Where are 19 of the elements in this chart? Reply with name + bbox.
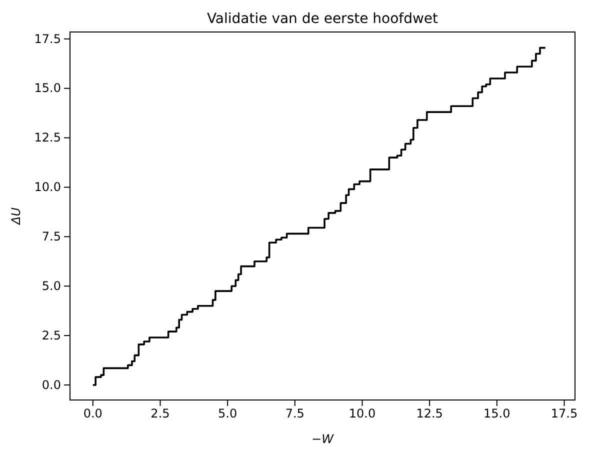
y-tick-label: 10.0	[34, 180, 61, 194]
y-tick-label: 2.5	[42, 328, 61, 342]
x-tick-label: 12.5	[416, 406, 443, 421]
y-tick-label: 0.0	[42, 378, 61, 392]
x-tick-label: 10.0	[348, 406, 376, 421]
y-tick-label: 15.0	[34, 81, 61, 96]
x-tick-label: 0.0	[83, 406, 102, 421]
chart-title: Validatie van de eerste hoofdwet	[206, 11, 439, 27]
x-tick-label: 7.5	[285, 406, 304, 421]
y-tick-label: 17.5	[34, 32, 61, 46]
y-axis-title: ΔU	[9, 207, 23, 226]
y-tick-label: 5.0	[42, 278, 61, 293]
y-tick-label: 12.5	[34, 130, 61, 145]
x-tick-label: 15.0	[484, 406, 510, 421]
x-tick-label: 2.5	[150, 406, 170, 421]
x-tick-label: 17.5	[550, 406, 578, 421]
y-tick-label: 7.5	[42, 230, 61, 244]
x-axis-title: −W	[312, 432, 335, 446]
x-tick-label: 5.0	[218, 406, 238, 421]
